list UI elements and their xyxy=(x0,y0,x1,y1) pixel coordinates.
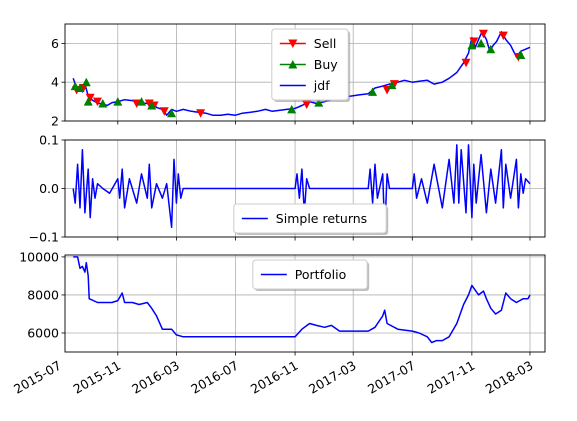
y-tick-label: 2 xyxy=(51,114,59,129)
legend-label: Buy xyxy=(314,57,338,72)
x-tick-label: 2016-07 xyxy=(188,358,241,397)
y-tick-label: 4 xyxy=(51,75,59,90)
legend: Sell Buy jdf xyxy=(272,29,350,102)
y-tick-label: 0.1 xyxy=(39,133,59,148)
x-tick-label: 2016-03 xyxy=(129,358,182,397)
x-tick-label: 2018-03 xyxy=(483,358,536,397)
panel-1: 2 4 6 Sell Buy jdf xyxy=(51,24,545,129)
y-tick-label: 0.0 xyxy=(39,181,59,196)
x-tick-label: 2016-11 xyxy=(248,358,301,397)
x-tick-label: 2015-11 xyxy=(71,358,124,397)
x-tick-label: 2017-11 xyxy=(425,358,478,397)
y-tick-label: 6000 xyxy=(27,325,59,340)
panel-3: 6000 8000 10000 Portfolio xyxy=(19,249,545,355)
x-tick-label: 2017-07 xyxy=(365,358,418,397)
legend: Simple returns xyxy=(234,204,388,235)
panel-2: −0.1 0.0 0.1 Simple returns xyxy=(29,133,545,245)
y-tick-label: 6 xyxy=(51,36,59,51)
y-tick-label: −0.1 xyxy=(29,230,59,245)
legend-label: Sell xyxy=(314,36,337,51)
x-tick-label: 2017-03 xyxy=(306,358,359,397)
legend-label: jdf xyxy=(313,78,330,93)
legend-label: Simple returns xyxy=(276,211,367,226)
x-tick-labels: 2015-07 2015-11 2016-03 2016-07 2016-11 2017-… xyxy=(11,358,536,397)
buy-marker xyxy=(368,87,377,96)
legend: Portfolio xyxy=(253,260,369,291)
y-tick-label: 10000 xyxy=(19,249,59,264)
x-tick-label: 2015-07 xyxy=(11,358,64,397)
legend-label: Portfolio xyxy=(295,267,346,282)
y-tick-label: 8000 xyxy=(27,287,59,302)
